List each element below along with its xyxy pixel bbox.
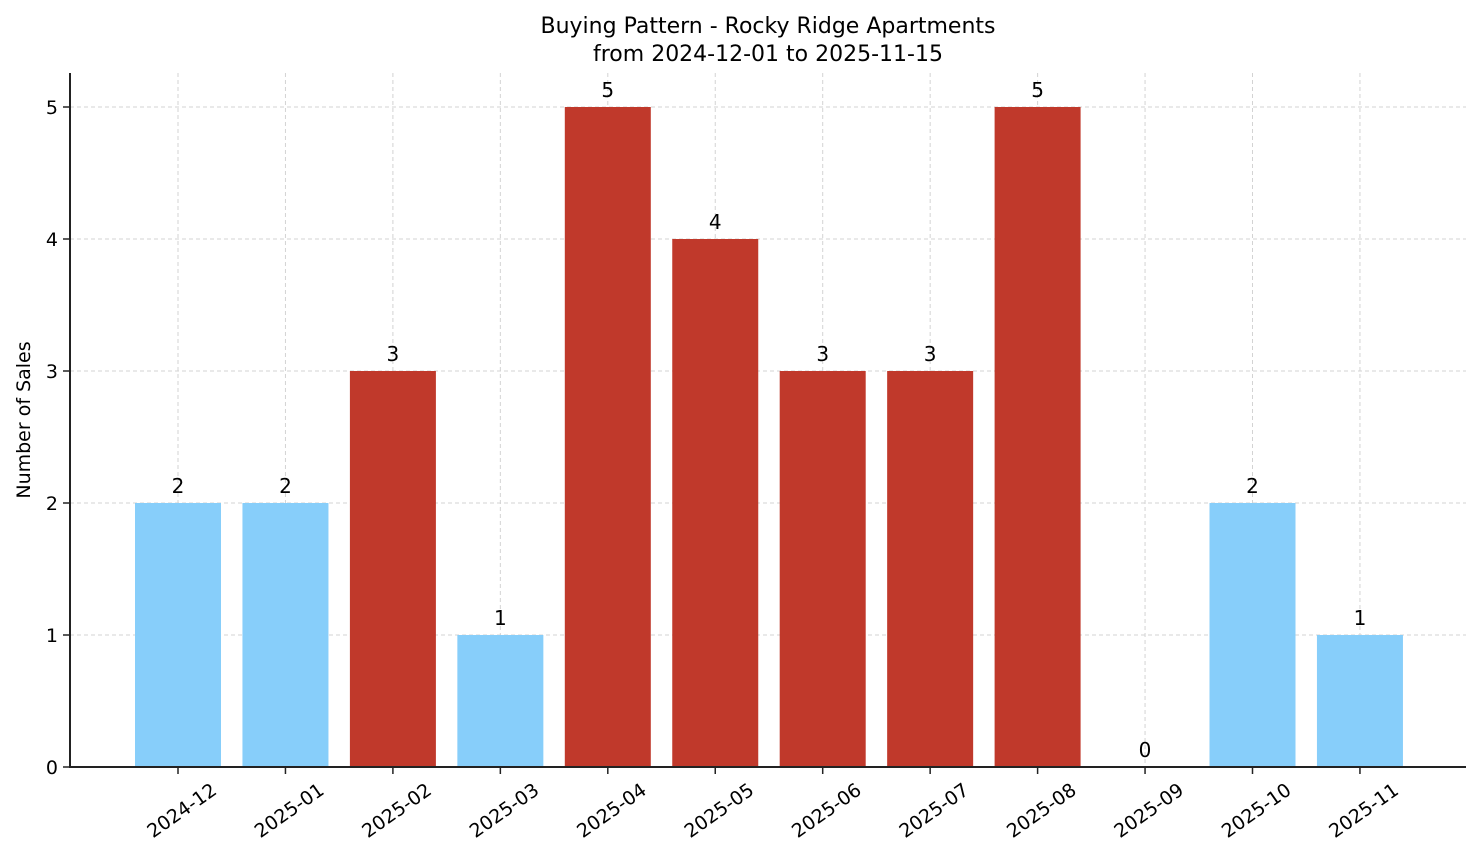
bar-2025-11 xyxy=(1316,635,1403,767)
bar-value-label: 2 xyxy=(1246,474,1259,498)
x-tick-label: 2024-12 xyxy=(143,779,221,843)
y-tick-label: 0 xyxy=(46,757,58,779)
bar-value-label: 5 xyxy=(601,78,614,102)
bar-2025-06 xyxy=(779,371,866,767)
x-tick-label: 2025-04 xyxy=(573,779,651,843)
bar-value-label: 4 xyxy=(709,210,722,234)
x-tick-label: 2025-11 xyxy=(1325,779,1403,843)
bar-value-label: 1 xyxy=(494,606,507,630)
bar-2025-04 xyxy=(564,107,651,767)
y-tick-label: 5 xyxy=(46,97,58,119)
bar-value-label: 2 xyxy=(279,474,292,498)
bar-2024-12 xyxy=(135,503,221,767)
chart-subtitle: from 2024-12-01 to 2025-11-15 xyxy=(593,42,943,67)
y-tick-label: 1 xyxy=(46,625,58,647)
y-axis-label: Number of Sales xyxy=(13,341,35,498)
bars xyxy=(135,107,1403,767)
bar-2025-10 xyxy=(1209,503,1296,767)
y-tick-label: 3 xyxy=(46,361,58,383)
bar-2025-05 xyxy=(672,239,759,767)
x-tick-label: 2025-05 xyxy=(680,779,758,843)
x-tick-label: 2025-01 xyxy=(251,779,329,843)
bar-value-label: 3 xyxy=(387,342,400,366)
bar-value-label: 3 xyxy=(924,342,937,366)
x-tick-labels: 2024-12 2025-01 2025-02 2025-03 2025-04 2025-… xyxy=(143,767,1403,843)
bar-value-label: 2 xyxy=(172,474,185,498)
bar-value-label: 1 xyxy=(1354,606,1367,630)
x-tick-label: 2025-07 xyxy=(895,779,973,843)
x-tick-label: 2025-09 xyxy=(1110,779,1188,843)
bar-2025-03 xyxy=(457,635,544,767)
axes xyxy=(69,73,1466,768)
bar-value-label: 5 xyxy=(1031,78,1044,102)
bar-value-label: 0 xyxy=(1139,738,1152,762)
y-tick-label: 2 xyxy=(46,493,58,515)
y-tick-labels: 0 1 2 3 4 5 xyxy=(46,97,70,779)
x-tick-label: 2025-10 xyxy=(1218,779,1296,843)
x-tick-label: 2025-06 xyxy=(788,779,866,843)
bar-2025-07 xyxy=(887,371,974,767)
y-tick-label: 4 xyxy=(46,229,58,251)
x-tick-label: 2025-03 xyxy=(466,779,544,843)
bar-2025-02 xyxy=(349,371,436,767)
bar-value-label: 3 xyxy=(816,342,829,366)
chart-title: Buying Pattern - Rocky Ridge Apartments xyxy=(541,14,996,39)
x-tick-label: 2025-02 xyxy=(358,779,436,843)
bar-value-labels: 2 2 3 1 5 4 3 3 5 0 2 1 xyxy=(172,78,1367,762)
bar-2025-01 xyxy=(242,503,329,767)
x-tick-label: 2025-08 xyxy=(1003,779,1081,843)
bar-2025-08 xyxy=(994,107,1081,767)
